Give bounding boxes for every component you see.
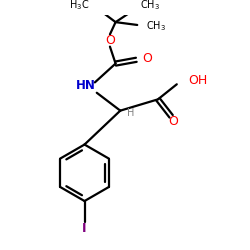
Text: H$_3$C: H$_3$C: [69, 0, 89, 12]
Text: O: O: [168, 116, 178, 128]
Text: CH$_3$: CH$_3$: [146, 19, 166, 33]
Text: CH$_3$: CH$_3$: [140, 0, 160, 12]
Text: H: H: [127, 108, 134, 118]
Text: OH: OH: [188, 74, 207, 87]
Text: O: O: [105, 34, 115, 46]
Text: HN: HN: [76, 79, 96, 92]
Text: O: O: [142, 52, 152, 65]
Text: I: I: [82, 222, 87, 235]
